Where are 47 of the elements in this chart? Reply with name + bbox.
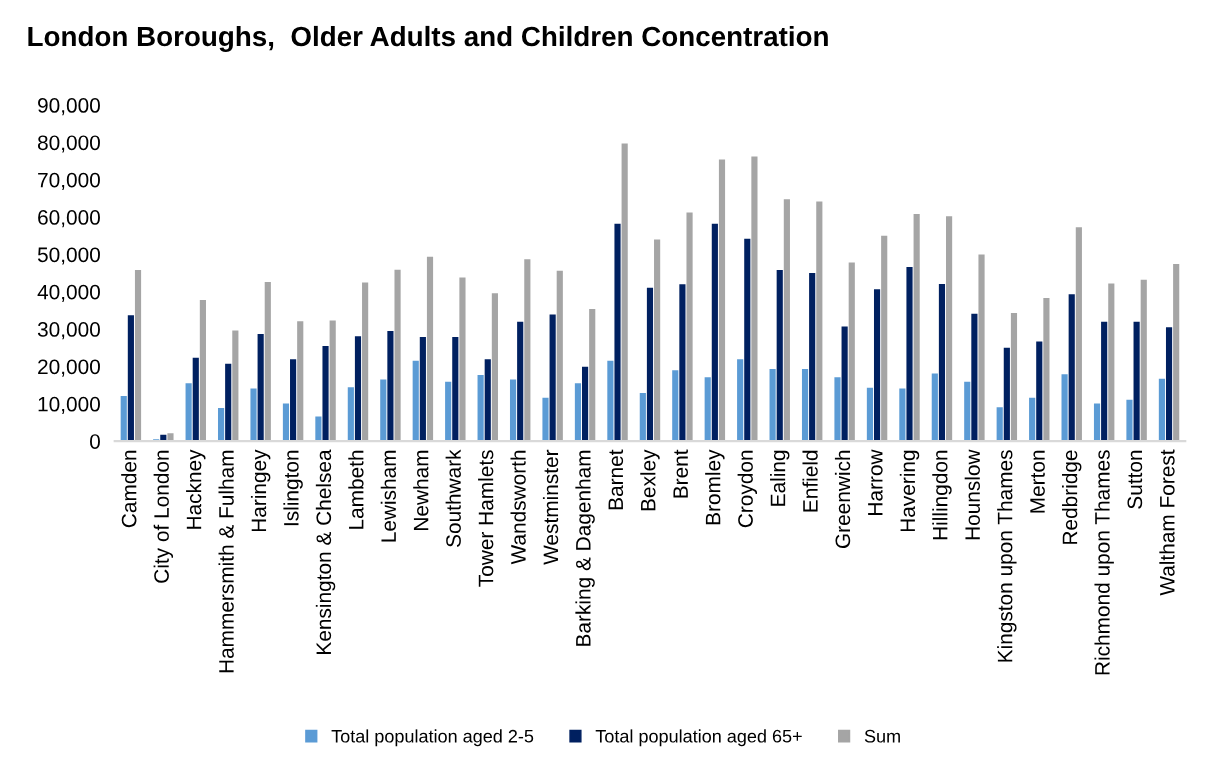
y-tick-label: 20,000 [38,359,100,377]
x-tick-label: Bexley [640,449,660,511]
x-tick-label: Lewisham [380,450,397,542]
y-tick-label: 90,000 [38,98,100,116]
x-tick-label: Camden [121,450,137,528]
x-tick-label: Hounslow [964,449,980,540]
x-tick-label: Newham [413,450,429,530]
y-tick-label: 30,000 [37,322,100,340]
y-tick-label: 10,000 [38,396,100,414]
x-tick-label: Barking & Dagenham [575,450,595,646]
x-tick-label: Enfield [802,450,818,512]
x-tick-label: Kingston upon Thames [997,450,1017,662]
x-tick-label: Westminster [542,449,559,565]
chart-title: London Boroughs, Older Adults and Children Concentration [28,25,828,52]
x-tick-label: Harrow [868,449,883,515]
y-tick-label: 70,000 [38,172,100,190]
x-tick-label: Hackney [186,449,206,529]
x-tick-label: Islington [283,450,303,526]
y-tick-label: 60,000 [38,210,100,228]
y-tick-label: 50,000 [37,247,100,265]
x-tick-label: Brent [673,449,688,498]
y-tick-label: 40,000 [37,284,100,302]
x-tick-label: Barnet [608,449,624,510]
y-tick-label: 0 [90,434,100,449]
x-tick-label: Havering [899,450,920,532]
x-tick-label: Haringey [250,449,271,532]
x-tick-label: City of London [153,450,174,583]
x-tick-label: Sutton [1127,450,1143,509]
x-tick-label: Tower Hamlets [478,450,494,587]
x-tick-label: Kensington & Chelsea [315,449,336,654]
x-tick-label: Southwark [445,449,461,547]
y-tick-label: 80,000 [37,135,100,153]
x-tick-label: Redbridge [1062,450,1082,544]
x-tick-label: Hillingdon [932,450,952,540]
legend-label: Total population aged 65+ [595,729,802,747]
x-tick-label: Hammersmith & Fulham [218,450,234,673]
x-tick-label: Richmond upon Thames [1094,450,1114,675]
x-tick-label: Ealing [770,450,790,506]
legend-label: Sum [864,729,900,743]
legend-label: Total population aged 2-5 [331,729,534,747]
x-tick-label: Greenwich [834,450,851,548]
x-tick-label: Lambeth [348,450,364,529]
x-tick-label: Bromley [705,449,725,525]
x-tick-label: Croydon [737,450,758,528]
x-tick-label: Wandsworth [510,450,526,565]
x-tick-label: Waltham Forest [1159,449,1175,596]
x-tick-label: Merton [1030,450,1045,513]
